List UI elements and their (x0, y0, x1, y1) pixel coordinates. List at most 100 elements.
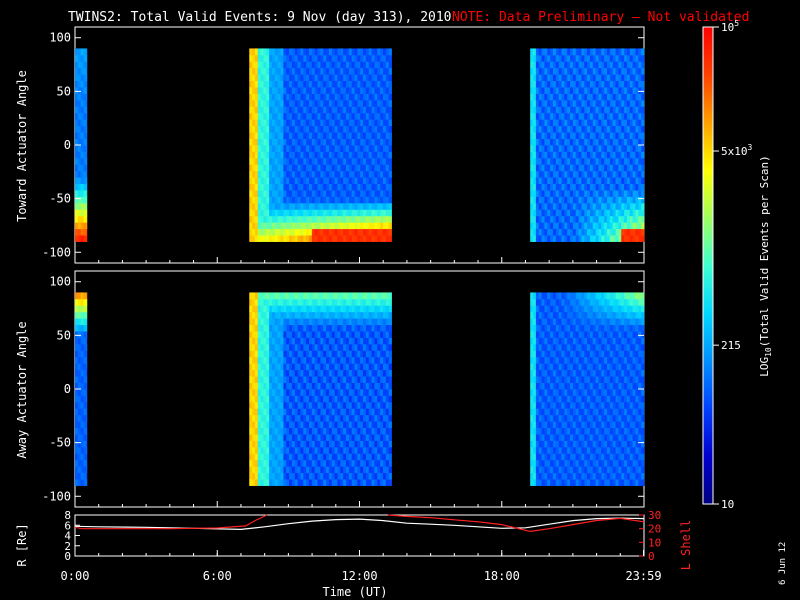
heatmap-cell (552, 151, 557, 159)
heatmap-cell (328, 472, 333, 480)
heatmap-cell (365, 331, 370, 338)
heatmap-cell (547, 170, 551, 178)
heatmap-cell (530, 202, 534, 210)
heatmap-cell (363, 228, 367, 236)
heatmap-cell (581, 132, 585, 139)
heatmap-cell (303, 54, 307, 62)
heatmap-cell (612, 61, 616, 69)
heatmap-cell (618, 202, 622, 210)
heatmap-cell (374, 93, 378, 101)
heatmap-cell (269, 48, 273, 56)
heatmap-cell (286, 356, 290, 364)
heatmap-cell (552, 125, 557, 133)
heatmap-cell (277, 183, 281, 191)
heatmap-cell (530, 408, 534, 416)
heatmap-cell (348, 99, 353, 107)
heatmap-cell (257, 209, 262, 217)
heatmap-cell (612, 138, 616, 146)
heatmap-cell (363, 54, 367, 62)
heatmap-cell (360, 459, 364, 467)
heatmap-cell (326, 61, 330, 69)
heatmap-cell (368, 459, 372, 467)
heatmap-cell (260, 305, 264, 313)
heatmap-cell (272, 67, 276, 75)
heatmap-cell (612, 202, 616, 210)
heatmap-cell (309, 190, 313, 197)
heatmap-cell (388, 311, 392, 319)
heatmap-cell (561, 235, 565, 242)
heatmap-cell (374, 48, 378, 56)
heatmap-cell (269, 112, 273, 120)
heatmap-cell (297, 292, 301, 300)
heatmap-cell (632, 157, 636, 165)
heatmap-cell (552, 87, 557, 94)
heatmap-cell (612, 228, 616, 236)
heatmap-cell (612, 215, 616, 223)
heatmap-cell (552, 343, 557, 351)
heatmap-cell (257, 466, 262, 474)
heatmap-cell (272, 190, 276, 197)
heatmap-cell (363, 369, 367, 377)
heatmap-cell (289, 395, 293, 403)
heatmap-cell (277, 74, 281, 82)
heatmap-cell (326, 414, 330, 422)
heatmap-cell (578, 138, 582, 146)
heatmap-cell (385, 440, 390, 448)
heatmap-cell (635, 48, 639, 56)
heatmap-cell (609, 67, 614, 75)
heatmap-cell (274, 311, 279, 319)
heatmap-cell (306, 459, 310, 467)
heatmap-cell (86, 215, 88, 223)
heatmap-cell (269, 228, 273, 236)
heatmap-cell (86, 48, 88, 56)
heatmap-cell (345, 145, 350, 152)
heatmap-cell (314, 215, 318, 223)
heatmap-cell (343, 177, 347, 185)
heatmap-cell (535, 376, 540, 383)
heatmap-cell (368, 215, 372, 223)
heatmap-cell (587, 61, 591, 69)
heatmap-cell (604, 48, 608, 56)
heatmap-cell (607, 119, 611, 127)
heatmap-cell (300, 446, 304, 454)
heatmap-cell (297, 112, 301, 120)
heatmap-cell (360, 151, 364, 159)
heatmap-cell (306, 202, 310, 210)
heatmap-cell (86, 389, 88, 396)
heatmap-cell (564, 382, 568, 390)
heatmap-cell (280, 382, 284, 390)
heatmap-cell (533, 453, 537, 461)
heatmap-cell (300, 209, 304, 217)
heatmap-cell (598, 145, 602, 152)
heatmap-cell (303, 93, 307, 101)
heatmap-cell (314, 446, 318, 454)
heatmap-cell (538, 106, 542, 114)
heatmap-cell (257, 61, 262, 69)
heatmap-cell (263, 324, 267, 332)
heatmap-cell (581, 145, 585, 152)
heatmap-cell (360, 177, 364, 185)
heatmap-cell (306, 440, 310, 448)
heatmap-cell (348, 157, 353, 165)
heatmap-cell (371, 177, 375, 185)
heatmap-cell (584, 222, 588, 230)
heatmap-cell (624, 190, 628, 197)
heatmap-cell (260, 132, 264, 139)
heatmap-cell (371, 87, 375, 94)
heatmap-cell (632, 54, 636, 62)
heatmap-cell (300, 54, 304, 62)
heatmap-cell (331, 228, 335, 236)
heatmap-cell (263, 318, 267, 326)
heatmap-cell (272, 138, 276, 146)
heatmap-cell (326, 215, 330, 223)
heatmap-cell (635, 93, 639, 101)
heatmap-cell (374, 170, 378, 178)
heatmap-cell (380, 202, 384, 210)
heatmap-cell (77, 67, 82, 75)
heatmap-cell (357, 318, 361, 326)
heatmap-cell (314, 183, 318, 191)
heatmap-cell (257, 389, 262, 396)
heatmap-cell (300, 93, 304, 101)
heatmap-cell (604, 87, 608, 94)
heatmap-cell (277, 369, 281, 377)
